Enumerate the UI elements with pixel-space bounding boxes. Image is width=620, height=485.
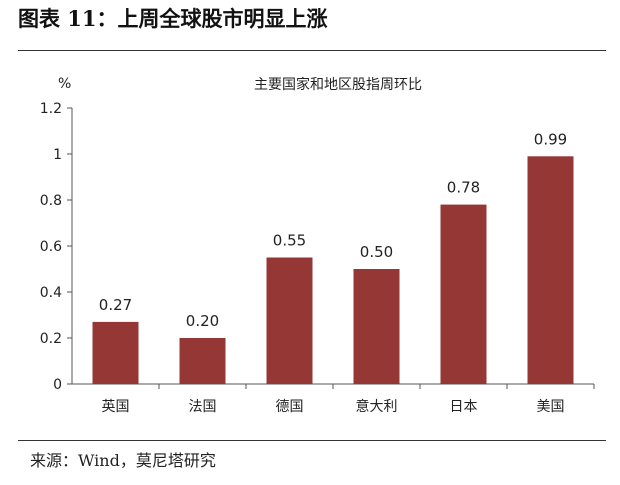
chart-title: 主要国家和地区股指周环比 — [254, 76, 422, 93]
bar — [266, 257, 313, 384]
y-axis: 0 0.2 0.4 0.6 0.8 1 1.2 — [40, 101, 73, 393]
bar-series — [92, 156, 574, 384]
bar-chart: 主要国家和地区股指周环比 % 00.20.40.60.811.2 0.270.2… — [40, 76, 595, 415]
category-labels: 英国 法国 德国 意大利 日本 美国 — [102, 398, 565, 415]
category-label: 意大利 — [356, 398, 398, 415]
y-tick-label: 0.8 — [40, 193, 62, 209]
category-label: 德国 — [276, 399, 304, 415]
bar-value-label: 0.78 — [447, 179, 480, 197]
bar-value-label: 0.99 — [534, 130, 567, 148]
bar — [179, 338, 226, 384]
y-axis-unit-label: % — [58, 76, 71, 92]
y-tick-label: 0 — [53, 377, 62, 393]
category-label: 法国 — [189, 399, 217, 415]
bar-value-label: 0.27 — [99, 296, 132, 314]
top-rule — [18, 50, 606, 51]
bar-value-label: 0.20 — [186, 312, 219, 330]
y-tick-label: 1.2 — [40, 101, 62, 117]
category-label: 美国 — [537, 399, 565, 415]
figure-title: 图表 11：上周全球股市明显上涨 — [18, 6, 328, 31]
bar — [353, 269, 400, 384]
bottom-rule — [18, 440, 606, 441]
source-note: 来源：Wind，莫尼塔研究 — [30, 451, 216, 470]
category-label: 英国 — [102, 398, 130, 415]
bar-value-label: 0.55 — [273, 232, 306, 250]
y-tick-label: 0.4 — [40, 285, 62, 301]
y-tick-label: 1 — [53, 147, 62, 163]
x-axis — [72, 383, 595, 389]
y-tick-label: 0.2 — [40, 331, 62, 347]
data-labels: 0.27 0.20 0.55 0.50 0.78 0.99 — [99, 130, 567, 330]
category-label: 日本 — [450, 399, 478, 415]
bar-value-label: 0.50 — [360, 243, 393, 261]
bar — [527, 156, 574, 384]
bar — [92, 321, 139, 384]
bar — [440, 204, 487, 384]
y-tick-label: 0.6 — [40, 239, 62, 255]
